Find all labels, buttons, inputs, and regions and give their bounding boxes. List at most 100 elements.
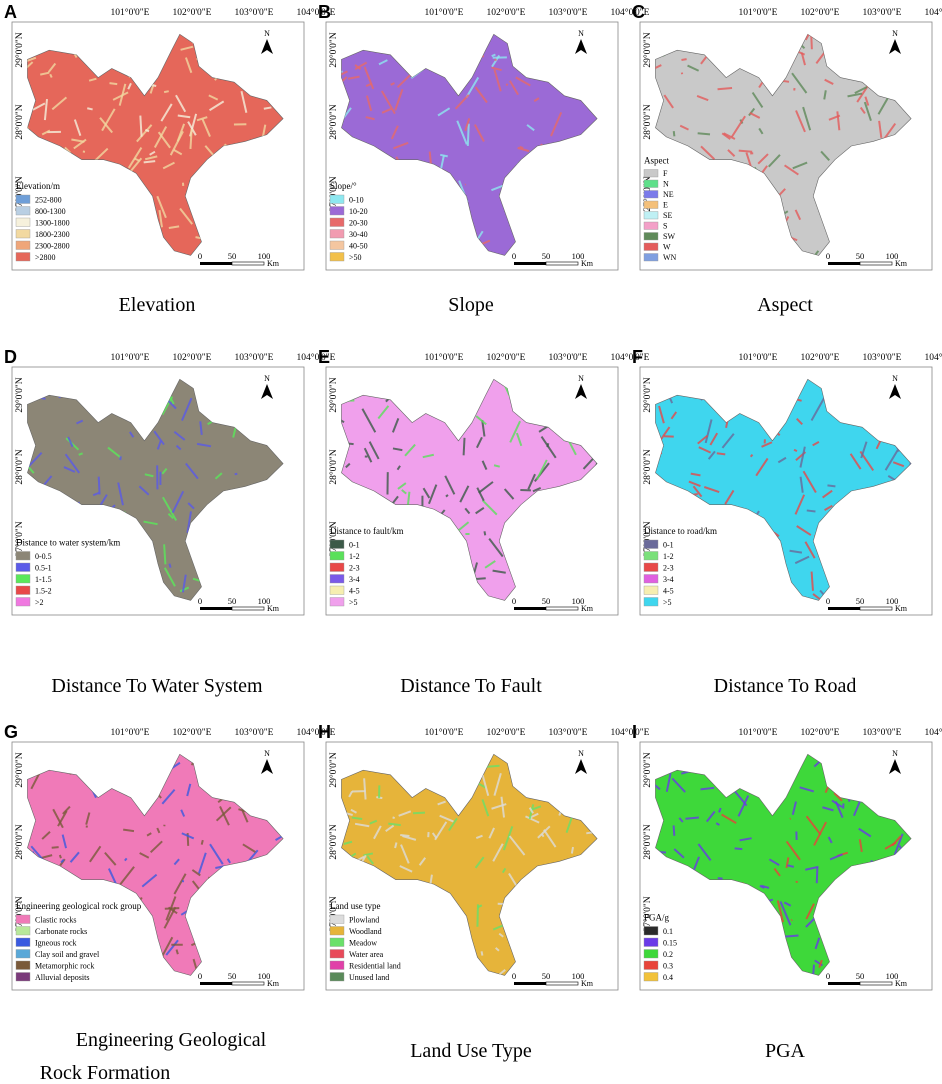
texture-stroke [267, 549, 273, 574]
texture-stroke [811, 964, 815, 976]
texture-stroke [89, 379, 103, 393]
texture-stroke [698, 557, 702, 573]
legend-label: SE [663, 211, 672, 220]
texture-stroke [771, 66, 784, 83]
texture-stroke [565, 79, 579, 84]
map-panel: H 101°0'0"E 102°0'0"E 103°0'0"E 104°0'0"E 29°… [318, 722, 650, 1062]
texture-stroke [43, 596, 46, 601]
texture-stroke [503, 488, 515, 500]
texture-stroke [916, 843, 924, 867]
scale-label: 0 [512, 251, 516, 261]
legend-swatch [329, 574, 345, 584]
scale-bar-black [200, 262, 232, 265]
legend-label: 1300-1800 [35, 219, 70, 228]
texture-stroke [767, 422, 781, 436]
longitude-label: 103°0'0"E [863, 7, 902, 18]
north-arrow [261, 39, 273, 54]
texture-stroke [836, 111, 841, 131]
legend-title: Engineering geological rock group [16, 901, 142, 911]
scale-unit: Km [895, 604, 908, 613]
texture-stroke [143, 520, 158, 526]
texture-stroke [254, 206, 263, 220]
texture-stroke [476, 487, 485, 502]
texture-stroke [528, 933, 538, 944]
texture-stroke [744, 203, 749, 222]
texture-stroke [179, 586, 190, 593]
longitude-label: 101°0'0"E [739, 727, 778, 738]
texture-stroke [734, 967, 744, 976]
texture-stroke [73, 119, 82, 137]
texture-stroke [481, 460, 488, 470]
texture-stroke [715, 583, 727, 597]
texture-stroke [509, 420, 521, 443]
texture-stroke [163, 567, 176, 587]
texture-stroke [149, 840, 163, 854]
texture-stroke [557, 931, 569, 939]
texture-stroke [527, 473, 536, 490]
texture-stroke [532, 487, 542, 493]
texture-stroke [546, 614, 551, 625]
texture-stroke [928, 742, 938, 753]
texture-stroke [902, 857, 910, 863]
texture-stroke [895, 184, 906, 197]
texture-stroke [390, 125, 399, 140]
texture-stroke [502, 826, 514, 851]
texture-stroke [447, 754, 455, 757]
texture-stroke [575, 146, 586, 155]
legend-swatch [643, 551, 659, 561]
legend-label: 3-4 [663, 575, 674, 584]
texture-stroke [439, 969, 454, 976]
texture-stroke [609, 912, 612, 914]
legend-label: Clay soil and gravel [35, 950, 100, 959]
texture-stroke [896, 576, 908, 586]
north-label: N [892, 749, 898, 758]
texture-stroke [426, 405, 432, 412]
texture-stroke [545, 193, 560, 211]
texture-stroke [177, 114, 191, 119]
texture-stroke [856, 201, 862, 217]
texture-stroke [74, 883, 87, 895]
texture-stroke [6, 912, 15, 914]
texture-stroke [773, 867, 781, 877]
texture-stroke [359, 515, 364, 521]
texture-stroke [766, 591, 773, 601]
texture-stroke [757, 153, 769, 165]
texture-stroke [451, 78, 461, 87]
texture-stroke [209, 526, 213, 541]
legend-label: 252-800 [35, 196, 62, 205]
latitude-label: 29°0'0"N [328, 752, 339, 787]
texture-stroke [797, 50, 806, 56]
texture-stroke [116, 742, 119, 747]
texture-stroke [518, 554, 534, 562]
texture-stroke [884, 841, 897, 850]
texture-stroke [885, 500, 899, 512]
texture-stroke [689, 925, 695, 950]
texture-stroke [465, 76, 480, 99]
panel-letter: F [632, 347, 643, 367]
texture-stroke [555, 54, 562, 63]
texture-stroke [148, 34, 158, 45]
texture-stroke [749, 454, 754, 458]
texture-stroke [180, 809, 186, 817]
texture-stroke [248, 169, 253, 175]
latitude-label: 29°0'0"N [14, 32, 25, 67]
texture-stroke [751, 91, 764, 108]
texture-stroke [663, 94, 674, 109]
texture-stroke [829, 853, 843, 861]
texture-stroke [207, 596, 215, 601]
texture-stroke [488, 538, 504, 558]
texture-stroke [555, 531, 567, 538]
texture-stroke [459, 485, 470, 503]
scale-unit: Km [895, 259, 908, 268]
texture-stroke [139, 39, 156, 53]
longitude-label: 104°0'0"E [297, 352, 336, 363]
texture-stroke [162, 496, 178, 522]
legend-swatch [329, 960, 345, 970]
panel-caption: Rock Formation [40, 1062, 171, 1084]
texture-stroke [902, 807, 912, 813]
texture-stroke [100, 401, 110, 406]
longitude-label: 101°0'0"E [111, 352, 150, 363]
texture-stroke [86, 777, 96, 782]
texture-stroke [235, 867, 249, 890]
